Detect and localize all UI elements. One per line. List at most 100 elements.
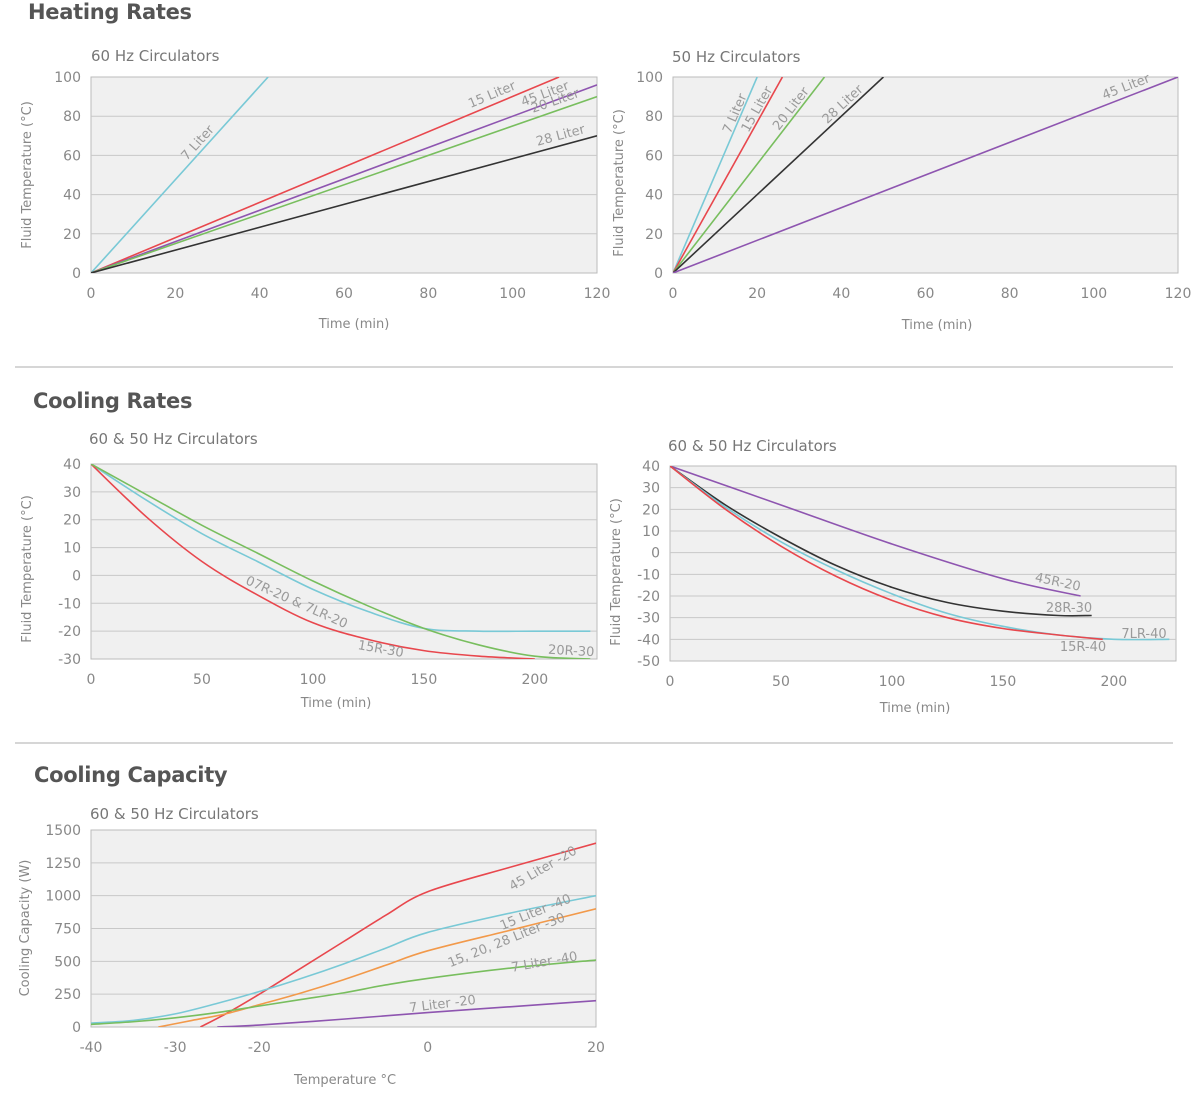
- cool1-y-axis-label: Fluid Temperature (°C): [20, 495, 35, 643]
- cool1-series-label-20r-30: 20R-30: [548, 643, 595, 660]
- cool2-series-label-15r-40: 15R-40: [1060, 640, 1106, 655]
- cap-ytick-label: 1000: [45, 889, 81, 905]
- cooling-rates-heading: Cooling Rates: [33, 389, 193, 413]
- cool2-ytick-label: 30: [642, 481, 660, 497]
- heat60-series-15-liter: [91, 77, 560, 273]
- heat60-series-45-liter: [91, 84, 597, 273]
- cool2-ytick-label: 0: [651, 546, 660, 562]
- cap-xtick-label: 0: [423, 1040, 432, 1056]
- cool2-xtick-label: 200: [1100, 674, 1127, 690]
- cap-xtick-label: -40: [80, 1040, 103, 1056]
- cool2-ytick-label: -10: [637, 567, 660, 583]
- heat60-series-20-liter: [91, 95, 597, 273]
- cap-ytick-label: 0: [72, 1020, 81, 1036]
- heat60-xtick-label: 20: [166, 286, 184, 302]
- heat60-ytick-label: 0: [72, 266, 81, 282]
- heat50-y-axis-label: Fluid Temperature (°C): [612, 109, 627, 257]
- heat60-series-7-liter: [91, 77, 269, 273]
- section-divider-1: [15, 366, 1173, 368]
- cool1-xtick-label: 0: [87, 672, 96, 688]
- cool1-series-07r-20-7lr-20: [91, 464, 591, 633]
- cool2-x-axis-label: Time (min): [879, 701, 951, 716]
- heat50-ytick-label: 100: [636, 70, 663, 86]
- heat50-xtick-label: 40: [832, 286, 850, 302]
- cool2-plot-area: [669, 465, 1177, 662]
- heat50-ytick-label: 40: [645, 188, 663, 204]
- heat60-xtick-label: 60: [335, 286, 353, 302]
- cap-series-45-liter-20: [200, 842, 596, 1027]
- cap-xtick-label: -30: [164, 1040, 187, 1056]
- cap-series-15-liter-40: [91, 894, 596, 1024]
- cooling-capacity-heading: Cooling Capacity: [34, 763, 228, 787]
- cool1-ytick-label: 20: [63, 513, 81, 529]
- heat60-ytick-label: 100: [54, 70, 81, 86]
- heat60-xtick-label: 100: [499, 286, 526, 302]
- heat50-title: 50 Hz Circulators: [672, 48, 801, 66]
- heat50-xtick-label: 100: [1080, 286, 1107, 302]
- cool2-series-label-7lr-40: 7LR-40: [1121, 627, 1166, 642]
- heat50-series-20-liter: [673, 77, 826, 273]
- heat50-x-axis-label: Time (min): [901, 318, 973, 333]
- cool2-series-label-28r-30: 28R-30: [1046, 601, 1092, 616]
- cool2-ytick-label: 10: [642, 524, 660, 540]
- cool1-series-20r-30: [91, 464, 591, 659]
- cool2-xtick-label: 50: [772, 674, 790, 690]
- cap-series-15-20-28-liter-30: [158, 908, 596, 1027]
- cap-series-7-liter-40: [91, 959, 596, 1026]
- heat60-series-28-liter: [91, 135, 597, 273]
- cool2-ytick-label: -20: [637, 589, 660, 605]
- cool2-xtick-label: 0: [666, 674, 675, 690]
- cool1-ytick-label: -10: [58, 596, 81, 612]
- heat60-xtick-label: 120: [584, 286, 611, 302]
- cap-title: 60 & 50 Hz Circulators: [90, 805, 259, 823]
- cool1-ytick-label: 10: [63, 541, 81, 557]
- heating-rates-heading: Heating Rates: [28, 0, 192, 24]
- section-divider-2: [15, 742, 1173, 744]
- heat60-ytick-label: 80: [63, 109, 81, 125]
- heat50-series-15-liter: [673, 77, 784, 273]
- heat60-xtick-label: 80: [419, 286, 437, 302]
- heat60-ytick-label: 20: [63, 227, 81, 243]
- cool1-ytick-label: -20: [58, 624, 81, 640]
- cap-ytick-label: 1250: [45, 856, 81, 872]
- cool1-plot-area: [90, 463, 598, 660]
- cool1-xtick-label: 150: [411, 672, 438, 688]
- cool2-y-axis-label: Fluid Temperature (°C): [609, 498, 624, 646]
- heat50-series-7-liter: [673, 77, 758, 273]
- heat60-title: 60 Hz Circulators: [91, 47, 220, 65]
- heat60-xtick-label: 0: [87, 286, 96, 302]
- cool2-ytick-label: -40: [637, 632, 660, 648]
- heat60-y-axis-label: Fluid Temperature (°C): [20, 101, 35, 249]
- cool2-series-28r-30: [670, 466, 1092, 617]
- cool2-xtick-label: 100: [879, 674, 906, 690]
- cool2-title: 60 & 50 Hz Circulators: [668, 437, 837, 455]
- heat60-plot-area: [90, 76, 598, 274]
- cool1-series-15r-30: [91, 464, 535, 659]
- heat60-ytick-label: 60: [63, 148, 81, 164]
- heat60-xtick-label: 40: [251, 286, 269, 302]
- heat50-xtick-label: 120: [1165, 286, 1192, 302]
- cool1-xtick-label: 100: [300, 672, 327, 688]
- heat50-xtick-label: 80: [1001, 286, 1019, 302]
- heat50-series-45-liter: [673, 77, 1178, 273]
- cool2-ytick-label: 20: [642, 502, 660, 518]
- cool1-ytick-label: -30: [58, 652, 81, 668]
- cool2-series-15r-40: [670, 466, 1103, 641]
- heat50-ytick-label: 60: [645, 148, 663, 164]
- heat60-ytick-label: 40: [63, 188, 81, 204]
- cap-ytick-label: 250: [54, 987, 81, 1003]
- cap-xtick-label: -20: [248, 1040, 271, 1056]
- cool1-xtick-label: 200: [521, 672, 548, 688]
- cap-series-7-liter-20: [217, 999, 596, 1027]
- cool1-ytick-label: 40: [63, 457, 81, 473]
- cap-x-axis-label: Temperature °C: [293, 1073, 396, 1088]
- cap-ytick-label: 750: [54, 922, 81, 938]
- cool2-ytick-label: 40: [642, 459, 660, 475]
- cap-ytick-label: 500: [54, 954, 81, 970]
- cool1-ytick-label: 30: [63, 485, 81, 501]
- cap-xtick-label: 20: [587, 1040, 605, 1056]
- heat50-ytick-label: 0: [654, 266, 663, 282]
- cool2-ytick-label: -50: [637, 654, 660, 670]
- cool2-series-45r-20: [670, 466, 1081, 597]
